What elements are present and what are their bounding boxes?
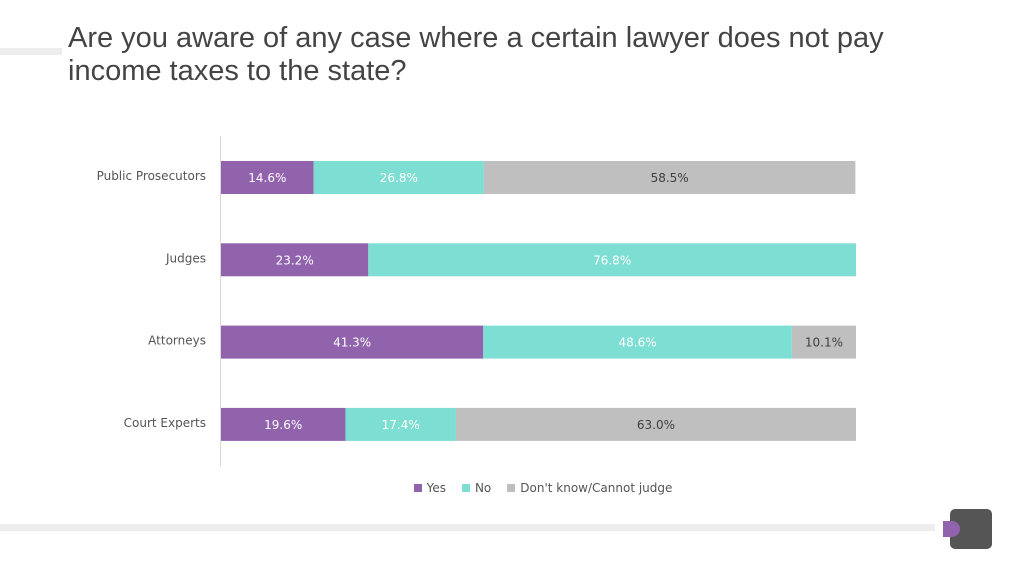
legend-item-s0: Yes (413, 481, 446, 495)
legend-label: Yes (426, 481, 446, 495)
page-title: Are you aware of any case where a certai… (68, 22, 884, 87)
data-label-court-experts-s2: 63.0% (637, 418, 675, 432)
data-label-judges-s1: 76.8% (593, 253, 631, 267)
top-accent-bar (0, 48, 62, 55)
category-label-judges: Judges (165, 251, 206, 265)
bar-segment-public-prosecutors-s0 (221, 161, 314, 194)
bar-segment-attorneys-s1 (483, 325, 792, 359)
data-label-attorneys-s1: 48.6% (618, 336, 656, 350)
bar-segment-public-prosecutors-s2 (483, 161, 856, 194)
bar-segment-judges-s1 (368, 243, 856, 277)
bar-segment-public-prosecutors-s1 (313, 161, 484, 194)
data-label-judges-s0: 23.2% (276, 253, 314, 267)
bar-segment-attorneys-s0 (221, 325, 484, 359)
data-label-public-prosecutors-s0: 14.6% (248, 171, 286, 185)
category-label-court-experts: Court Experts (124, 416, 206, 430)
legend-swatch (507, 484, 516, 492)
data-label-public-prosecutors-s2: 58.5% (651, 171, 689, 185)
legend-item-s1: No (461, 481, 492, 495)
bar-segment-court-experts-s0 (221, 407, 346, 441)
bars-group: 14.6% 26.8% 58.5% 23.2% 76.8% 41.3% 48.6% 10.1%… (221, 161, 856, 441)
data-label-attorneys-s0: 41.3% (333, 336, 371, 350)
category-labels-group: Public Prosecutors Judges Attorneys Court E… (97, 169, 206, 430)
legend-swatch (461, 484, 470, 492)
bar-segment-attorneys-s2 (791, 325, 856, 359)
legend: Yes No Don't know/Cannot judge (0, 481, 1024, 495)
legend-swatch (413, 484, 422, 492)
data-label-court-experts-s1: 17.4% (382, 418, 420, 432)
legend-label: Don't know/Cannot judge (520, 481, 673, 495)
data-label-attorneys-s2: 10.1% (805, 336, 843, 350)
category-label-attorneys: Attorneys (148, 334, 206, 348)
data-label-public-prosecutors-s1: 26.8% (380, 171, 418, 185)
data-label-court-experts-s0: 19.6% (264, 418, 302, 432)
bar-segment-judges-s0 (221, 243, 369, 277)
legend-label: No (474, 481, 492, 495)
bar-segment-court-experts-s1 (345, 407, 456, 441)
logo-d-icon (943, 509, 992, 549)
category-label-public-prosecutors: Public Prosecutors (97, 169, 206, 183)
legend-item-s2: Don't know/Cannot judge (507, 481, 672, 495)
bottom-accent-bar (0, 524, 935, 531)
bar-segment-court-experts-s2 (455, 407, 856, 441)
